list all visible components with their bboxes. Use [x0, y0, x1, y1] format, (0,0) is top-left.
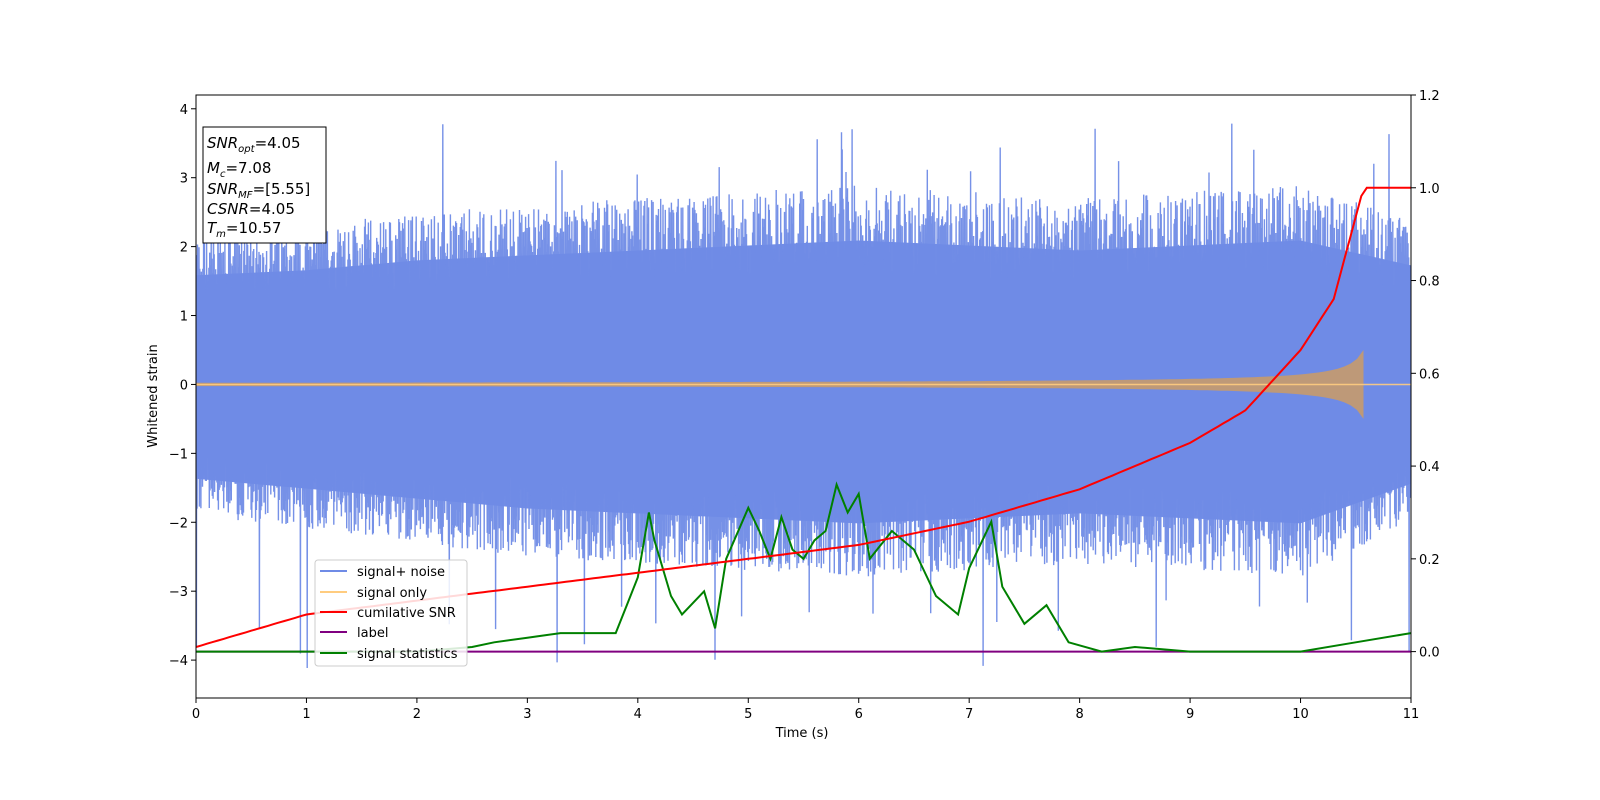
x-tick-label: 7: [965, 707, 973, 722]
y-right-tick-label: 0.2: [1419, 553, 1440, 568]
y-right-tick-label: 0.6: [1419, 367, 1440, 382]
y-right-tick-label: 0.8: [1419, 275, 1440, 290]
y-left-tick-label: −4: [169, 654, 188, 669]
y-right-tick-label: 0.4: [1419, 460, 1440, 475]
x-axis-label: Time (s): [775, 726, 829, 741]
y-left-tick-label: 2: [180, 241, 188, 256]
svg-text:label: label: [357, 626, 388, 641]
x-tick-label: 6: [855, 707, 863, 722]
info-box: SNRopt=4.05 Mc=7.08 SNRMF=[5.55] CSNR=4.…: [202, 126, 327, 244]
x-tick-label: 8: [1075, 707, 1083, 722]
legend: signal+ noise signal only cumilative SNR…: [314, 559, 468, 667]
y-left-tick-label: 0: [180, 378, 188, 393]
svg-text:signal+ noise: signal+ noise: [357, 565, 445, 580]
signal-statistics-line: [196, 481, 1411, 653]
y-left-tick-label: 4: [180, 103, 188, 118]
y-axis-right-ticks: 0.0 0.2 0.4 0.6 0.8 1.0 1.2: [1411, 89, 1440, 661]
x-tick-label: 3: [523, 707, 531, 722]
info-mc: Mc=7.08: [207, 159, 271, 180]
x-tick-label: 10: [1292, 707, 1309, 722]
legend-item-cumulative-snr: cumilative SNR: [320, 606, 456, 621]
x-tick-label: 4: [634, 707, 642, 722]
svg-text:cumilative SNR: cumilative SNR: [357, 606, 456, 621]
legend-item-signal-noise: signal+ noise: [320, 565, 445, 580]
info-snr-mf: SNRMF=[5.55]: [207, 180, 310, 201]
svg-text:signal only: signal only: [357, 586, 427, 601]
y-left-tick-label: 3: [180, 172, 188, 187]
legend-item-signal-statistics: signal statistics: [320, 647, 458, 662]
x-tick-label: 9: [1186, 707, 1194, 722]
x-tick-label: 1: [302, 707, 310, 722]
signal-noise-line: [196, 123, 1411, 669]
y-axis-left-ticks: −4 −3 −2 −1 0 1 2 3 4: [169, 103, 196, 669]
legend-item-label: label: [320, 626, 388, 641]
y-left-tick-label: −1: [169, 447, 188, 462]
info-snr-opt: SNRopt=4.05: [207, 134, 301, 155]
svg-text:signal statistics: signal statistics: [357, 647, 458, 662]
info-tm: Tm=10.57: [207, 219, 281, 240]
x-tick-label: 11: [1403, 707, 1420, 722]
x-tick-label: 0: [192, 707, 200, 722]
y-right-tick-label: 1.0: [1419, 182, 1440, 197]
x-tick-label: 2: [413, 707, 421, 722]
x-tick-label: 5: [744, 707, 752, 722]
x-axis-ticks: 0 1 2 3 4 5 6 7 8 9 10 11: [192, 698, 1419, 722]
signal-only-series: [196, 350, 1411, 419]
info-csnr: CSNR=4.05: [207, 200, 295, 218]
y-left-tick-label: 1: [180, 310, 188, 325]
y-right-tick-label: 1.2: [1419, 89, 1440, 104]
legend-item-signal-only: signal only: [320, 586, 427, 601]
y-left-tick-label: −3: [169, 585, 188, 600]
plot-frame: [195, 94, 1412, 699]
y-left-tick-label: −2: [169, 516, 188, 531]
y-right-tick-label: 0.0: [1419, 646, 1440, 661]
y-axis-label: Whitened strain: [146, 344, 161, 447]
